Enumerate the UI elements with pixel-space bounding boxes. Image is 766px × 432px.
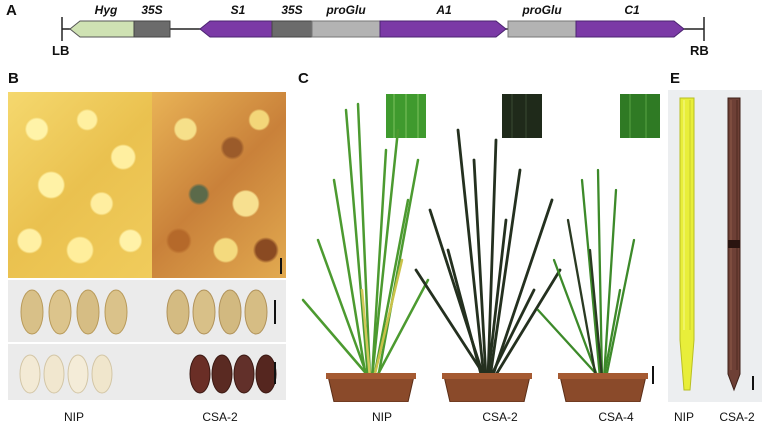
hulled-seeds-photo: [8, 280, 286, 342]
panel-label-e: E: [670, 70, 681, 87]
scale-bar-b: [280, 258, 282, 274]
seed-csa-dehulled: [233, 354, 255, 394]
label-plant-csa4: CSA-4: [598, 410, 634, 424]
seed-csa-dehulled: [189, 354, 211, 394]
label-proglu-1: proGlu: [326, 3, 366, 17]
stem-nip: [679, 97, 695, 391]
label-lb: LB: [52, 43, 70, 58]
seed-csa-hulled: [166, 289, 190, 335]
seed-nip-hulled: [20, 289, 44, 335]
stems-photo: [668, 90, 762, 402]
label-s1: S1: [230, 3, 246, 17]
pot-nip: [327, 375, 415, 402]
seed-nip-hulled: [76, 289, 100, 335]
leaf-inset-csa2: [502, 94, 542, 138]
seed-csa-hulled: [244, 289, 268, 335]
scale-bar-d: [274, 300, 276, 324]
label-a1: A1: [436, 3, 452, 17]
label-hyg: Hyg: [94, 3, 118, 17]
s1-gene: [199, 20, 273, 38]
construct-diagram: [61, 17, 705, 41]
label-seeds-csa2: CSA-2: [202, 410, 238, 424]
seed-csa-hulled: [218, 289, 242, 335]
scale-bar-c: [652, 366, 654, 384]
seed-nip-dehulled: [19, 354, 41, 394]
leaf-inset-csa4: [620, 94, 660, 138]
scale-bar-f: [274, 362, 276, 384]
scale-bar-e: [752, 376, 754, 390]
panel-label-c: C: [298, 70, 309, 87]
label-plant-nip: NIP: [371, 410, 392, 424]
label-stem-csa2: CSA-2: [719, 410, 755, 424]
a1-gene: [379, 20, 507, 38]
panel-label-b: B: [8, 70, 19, 87]
plant-nip: [301, 102, 430, 380]
label-c1: C1: [624, 3, 640, 17]
seed-nip-hulled: [48, 289, 72, 335]
35s-promoter-2: [271, 20, 313, 38]
seed-nip-dehulled: [43, 354, 65, 394]
seed-csa-dehulled: [255, 354, 277, 394]
proglu-promoter-2: [507, 20, 577, 38]
plant-csa4: [536, 168, 636, 380]
callus-photo-nip: [8, 92, 152, 278]
label-stem-nip: NIP: [673, 410, 694, 424]
plants-photo: [298, 90, 664, 402]
seed-nip-dehulled: [67, 354, 89, 394]
label-plant-csa2: CSA-2: [482, 410, 518, 424]
seed-nip-dehulled: [91, 354, 113, 394]
c1-gene: [575, 20, 685, 38]
dehulled-seeds-photo: [8, 344, 286, 400]
label-35s-2: 35S: [281, 3, 303, 17]
35s-promoter-1: [133, 20, 171, 38]
plant-csa2: [414, 128, 562, 380]
callus-photo-csa: [152, 92, 286, 278]
label-seeds-nip: NIP: [63, 410, 84, 424]
label-35s-1: 35S: [141, 3, 163, 17]
seed-csa-dehulled: [211, 354, 233, 394]
panel-label-a: A: [6, 2, 17, 19]
pot-csa2: [443, 375, 531, 402]
label-rb: RB: [690, 43, 709, 58]
label-proglu-2: proGlu: [522, 3, 562, 17]
proglu-promoter-1: [311, 20, 381, 38]
seed-csa-hulled: [192, 289, 216, 335]
hyg-element: [69, 20, 135, 38]
seed-nip-hulled: [104, 289, 128, 335]
pot-csa4: [559, 375, 647, 402]
